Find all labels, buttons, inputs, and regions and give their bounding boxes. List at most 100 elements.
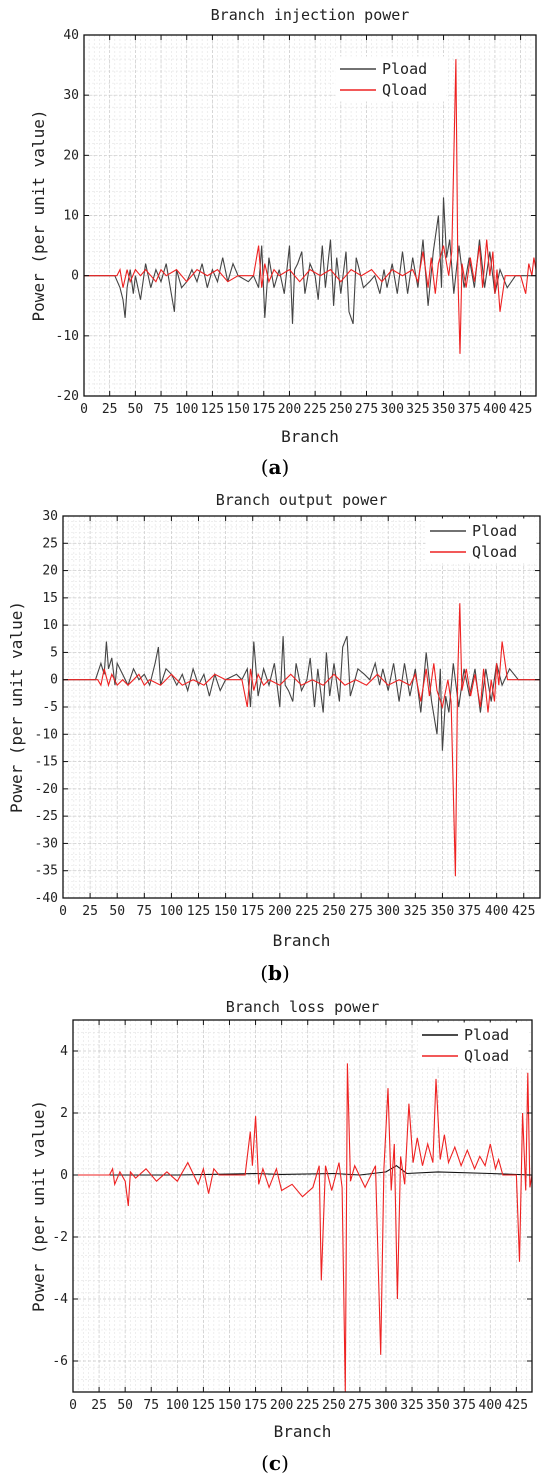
- series-line-pload: [84, 197, 536, 324]
- legend-label-qload: Qload: [472, 543, 517, 561]
- y-tick-label: -2: [52, 1230, 68, 1245]
- x-tick-label: 50: [128, 402, 144, 417]
- x-tick-label: 100: [175, 402, 198, 417]
- x-axis-label: Branch: [274, 1422, 332, 1441]
- x-tick-label: 75: [143, 1398, 159, 1413]
- x-tick-label: 150: [218, 1398, 241, 1413]
- chart-panel-0: 0 25 50 75 100 125 150 175 200 225 250 275 300 325 350…: [29, 6, 537, 479]
- panel-caption: (b): [260, 961, 290, 985]
- chart-panel-1: 0 25 50 75 100 125 150 175 200 225 250 275 300 325 350…: [7, 491, 541, 985]
- caption-open: (: [261, 1451, 269, 1475]
- chart-panel-2: 0 25 50 75 100 125 150 175 200 225 250 275 300 325 350…: [29, 998, 533, 1475]
- plot-frame: [72, 1019, 533, 1393]
- x-tick-label: 425: [512, 904, 535, 919]
- x-tick-label: 125: [187, 904, 210, 919]
- x-tick-label: 25: [82, 904, 98, 919]
- x-tick-label: 350: [426, 1398, 449, 1413]
- x-tick-label: 250: [322, 904, 345, 919]
- chart-title: Branch loss power: [226, 998, 380, 1016]
- y-tick-label: 0: [60, 1168, 68, 1183]
- x-tick-label: 325: [406, 402, 429, 417]
- y-tick-label: -10: [56, 329, 79, 344]
- legend-label-pload: Pload: [472, 522, 517, 540]
- caption-close: ): [281, 1451, 289, 1475]
- series-line-pload: [73, 1165, 532, 1176]
- x-tick-label: 0: [59, 904, 67, 919]
- series-line-qload: [63, 603, 540, 877]
- y-tick-label: -40: [35, 891, 58, 906]
- y-tick-label: 15: [42, 591, 58, 606]
- x-tick-label: 350: [431, 904, 454, 919]
- x-tick-label: 325: [400, 1398, 423, 1413]
- x-tick-label: 125: [201, 402, 224, 417]
- y-tick-label: 0: [50, 673, 58, 688]
- legend-box: [417, 1022, 529, 1068]
- x-tick-label: 50: [109, 904, 125, 919]
- x-tick-label: 100: [166, 1398, 189, 1413]
- y-tick-label: -5: [42, 700, 58, 715]
- x-tick-label: 0: [80, 402, 88, 417]
- legend-box: [335, 56, 447, 102]
- y-tick-label: 25: [42, 536, 58, 551]
- chart-title: Branch output power: [216, 491, 388, 509]
- x-tick-label: 225: [303, 402, 326, 417]
- x-tick-label: 50: [117, 1398, 133, 1413]
- x-tick-label: 275: [348, 1398, 371, 1413]
- y-tick-label: 30: [63, 88, 79, 103]
- y-axis-label: Power (per unit value): [7, 601, 26, 813]
- x-axis-label: Branch: [273, 931, 331, 950]
- x-tick-label: 225: [296, 1398, 319, 1413]
- x-tick-label: 375: [457, 402, 480, 417]
- chart-title: Branch injection power: [211, 6, 410, 24]
- x-tick-label: 75: [153, 402, 169, 417]
- panel-caption: (c): [261, 1451, 289, 1475]
- legend-label-pload: Pload: [382, 60, 427, 78]
- x-tick-label: 175: [244, 1398, 267, 1413]
- y-tick-label: -4: [52, 1292, 68, 1307]
- caption-open: (: [260, 961, 268, 985]
- legend-box: [425, 518, 537, 564]
- y-tick-label: -10: [35, 727, 58, 742]
- x-tick-label: 325: [404, 904, 427, 919]
- y-tick-label: -25: [35, 809, 58, 824]
- legend: Pload Qload: [417, 1022, 529, 1068]
- grid: [72, 1019, 533, 1393]
- y-tick-label: -30: [35, 836, 58, 851]
- y-tick-label: 2: [60, 1106, 68, 1121]
- caption-letter: a: [269, 455, 282, 479]
- x-tick-label: 75: [136, 904, 152, 919]
- legend-label-pload: Pload: [464, 1026, 509, 1044]
- x-tick-label: 250: [322, 1398, 345, 1413]
- y-tick-label: -35: [35, 864, 58, 879]
- y-tick-label: 20: [63, 148, 79, 163]
- y-tick-label: 4: [60, 1044, 68, 1059]
- x-tick-label: 300: [376, 904, 399, 919]
- y-tick-label: 20: [42, 564, 58, 579]
- grid: [83, 34, 537, 397]
- panel-caption: (a): [261, 455, 290, 479]
- y-tick-label: 40: [63, 28, 79, 43]
- series-line-pload: [63, 635, 540, 751]
- x-tick-label: 300: [374, 1398, 397, 1413]
- x-tick-label: 25: [91, 1398, 107, 1413]
- x-tick-label: 0: [69, 1398, 77, 1413]
- x-tick-label: 425: [505, 1398, 528, 1413]
- series-line-qload: [84, 59, 536, 354]
- x-tick-label: 150: [226, 402, 249, 417]
- x-tick-label: 375: [452, 1398, 475, 1413]
- x-tick-label: 400: [479, 1398, 502, 1413]
- x-tick-label: 250: [329, 402, 352, 417]
- y-tick-label: 10: [42, 618, 58, 633]
- x-tick-label: 125: [192, 1398, 215, 1413]
- x-tick-label: 400: [485, 904, 508, 919]
- legend-label-qload: Qload: [382, 81, 427, 99]
- y-tick-label: 0: [71, 269, 79, 284]
- x-tick-label: 350: [432, 402, 455, 417]
- y-tick-label: -6: [52, 1354, 68, 1369]
- y-axis-label: Power (per unit value): [29, 110, 48, 322]
- x-tick-label: 225: [295, 904, 318, 919]
- x-tick-label: 200: [268, 904, 291, 919]
- x-tick-label: 400: [483, 402, 506, 417]
- y-tick-label: -15: [35, 755, 58, 770]
